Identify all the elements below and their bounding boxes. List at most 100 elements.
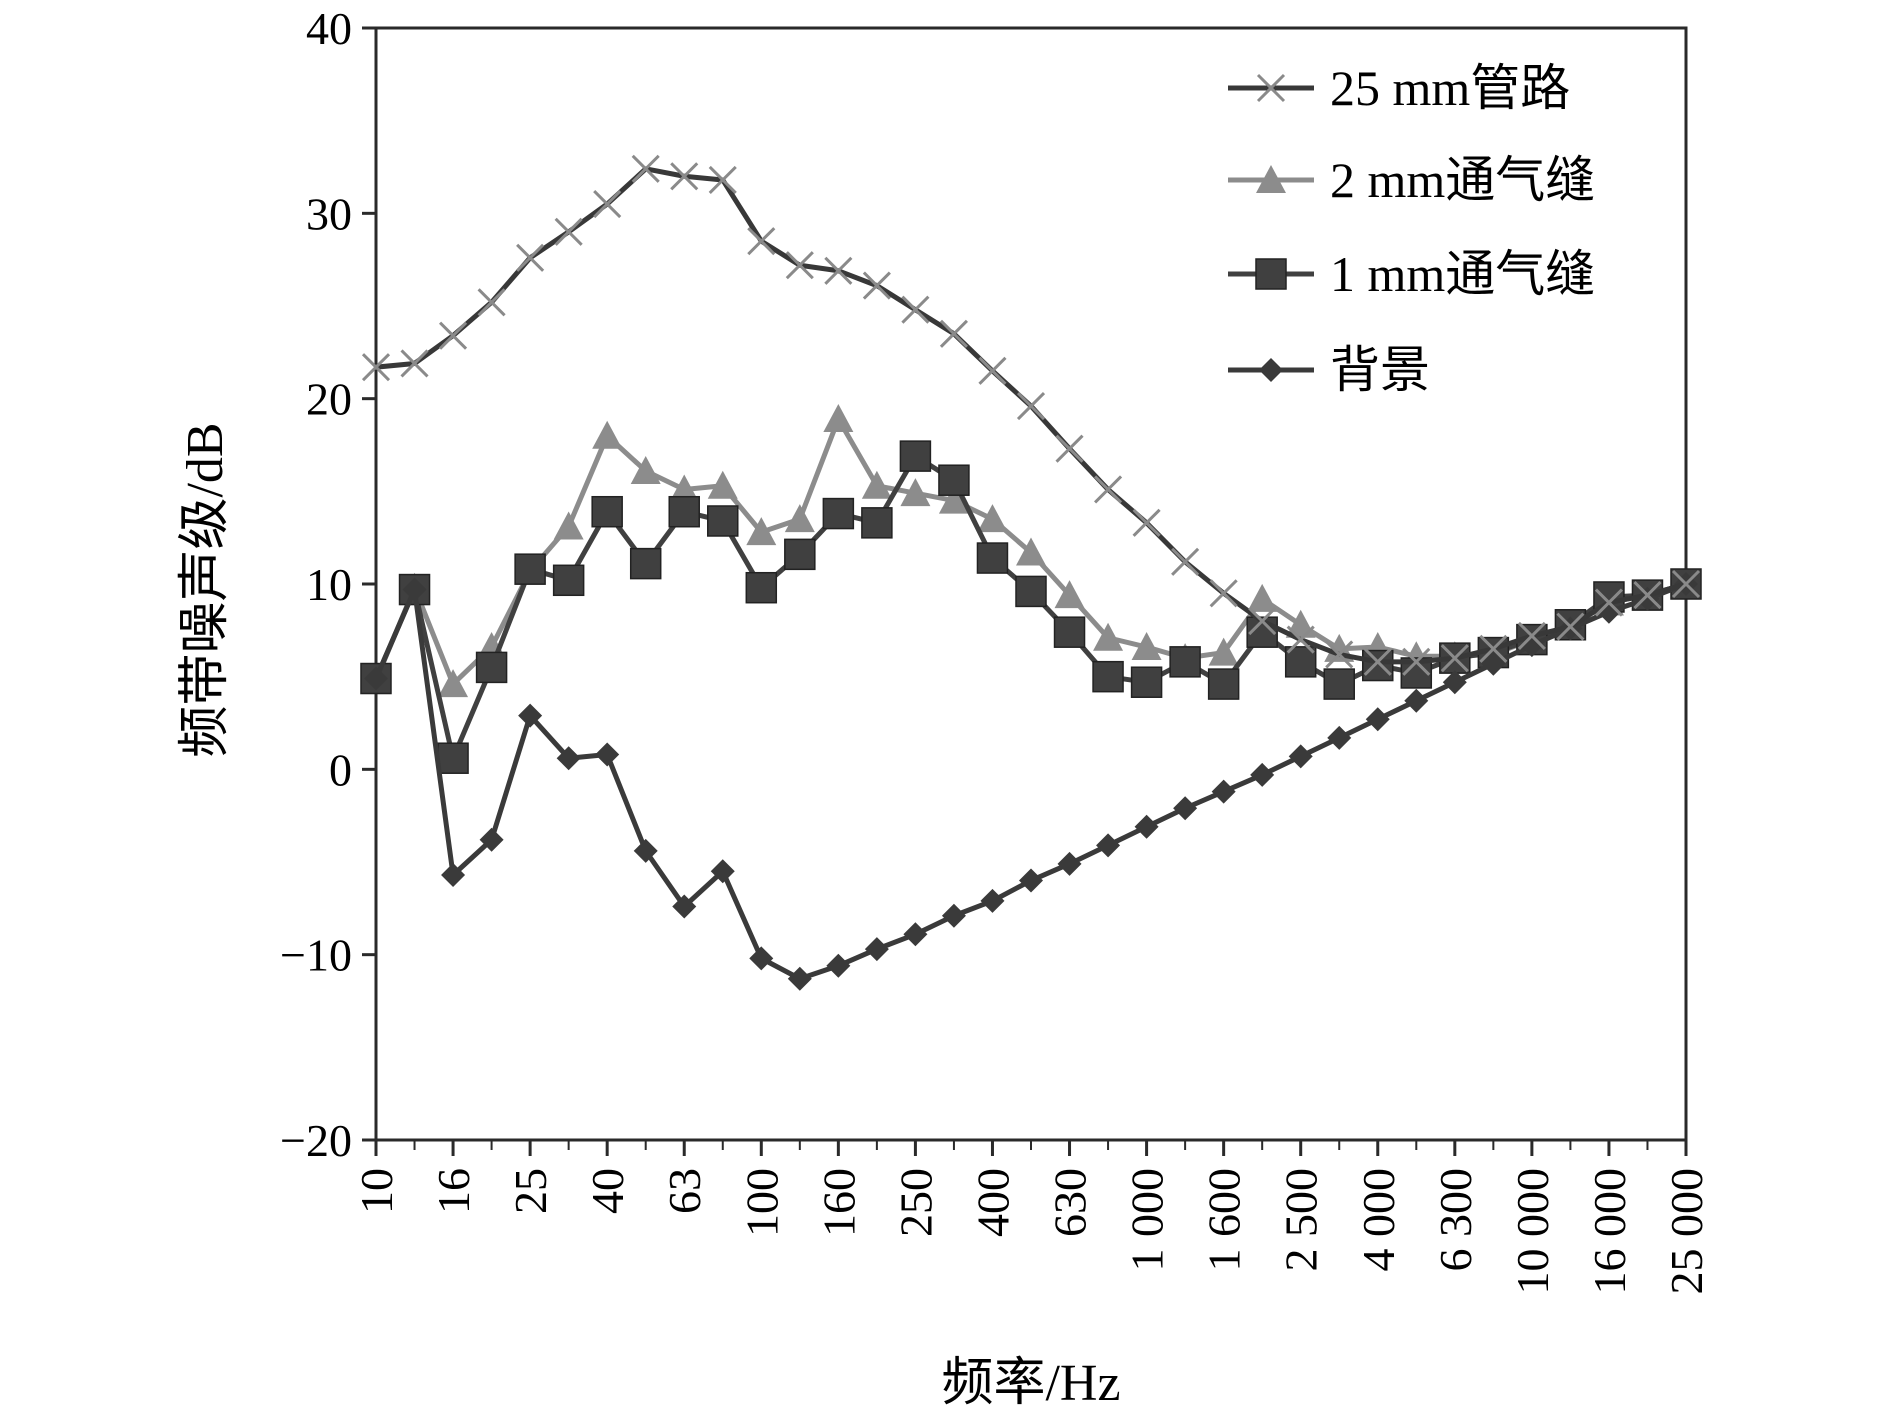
data-point-x (901, 295, 930, 324)
legend-label: 1 mm通气缝 (1330, 246, 1595, 302)
x-tick-label: 25 000 (1661, 1168, 1712, 1295)
data-point-x (1248, 607, 1277, 636)
data-point-square (1092, 660, 1124, 693)
x-axis-title: 频率/Hz (941, 1355, 1120, 1412)
y-tick-label: 40 (306, 3, 352, 54)
data-point-square (591, 495, 623, 528)
y-tick-label: 0 (329, 744, 352, 795)
data-point-x (1256, 73, 1286, 103)
data-point-x (1402, 647, 1431, 676)
data-point-x (824, 256, 853, 285)
y-tick-label: −10 (280, 930, 352, 981)
x-tick-label: 160 (813, 1168, 864, 1237)
data-point-x (477, 288, 506, 317)
data-point-diamond (1259, 358, 1283, 382)
data-point-triangle (1208, 637, 1239, 666)
data-point-diamond (749, 946, 774, 971)
data-point-x (1325, 640, 1354, 669)
x-axis: 10 16 25 40 63 100 160 250 400 630 1 000 1 600 2 500… (351, 1140, 1712, 1295)
data-point-x (1209, 579, 1238, 608)
data-point-diamond (1019, 868, 1043, 893)
data-point-diamond (479, 827, 504, 852)
data-point-square (1207, 668, 1240, 700)
data-point-triangle (1054, 580, 1085, 609)
data-point-diamond (556, 746, 581, 771)
data-point-diamond (864, 937, 889, 962)
legend-item: 2 mm通气缝 (1228, 152, 1595, 208)
y-tick-label: −20 (280, 1115, 352, 1166)
data-point-x (1363, 647, 1392, 676)
data-point-triangle (784, 504, 815, 533)
y-tick-label: 10 (306, 559, 352, 610)
data-point-diamond (710, 859, 735, 884)
legend-item: 25 mm管路 (1228, 60, 1570, 116)
y-tick-label: 30 (306, 188, 352, 239)
data-point-x (1093, 475, 1123, 504)
data-point-square (1169, 646, 1201, 678)
data-point-square (437, 742, 469, 774)
y-axis: −20 −10 0 10 20 30 40 (280, 3, 376, 1166)
data-point-x (747, 227, 776, 256)
data-point-diamond (980, 888, 1005, 913)
data-point-square (514, 553, 546, 585)
data-point-square (1053, 616, 1086, 648)
data-point-x (978, 356, 1007, 385)
data-point-square (668, 495, 700, 528)
x-tick-label: 16 (428, 1168, 479, 1214)
data-point-triangle (977, 504, 1008, 533)
data-point-x (1633, 581, 1662, 610)
data-point-triangle (1256, 165, 1286, 193)
data-point-x (1556, 612, 1585, 641)
data-point-diamond (1057, 851, 1082, 876)
x-tick-label: 40 (582, 1168, 633, 1214)
data-point-x (785, 251, 814, 280)
x-tick-label: 4 000 (1353, 1168, 1404, 1272)
data-point-square (938, 464, 970, 496)
data-point-diamond (1442, 670, 1467, 695)
data-point-x (631, 154, 660, 183)
x-tick-label: 6 300 (1430, 1168, 1481, 1272)
x-tick-label: 250 (890, 1168, 941, 1237)
data-point-diamond (441, 862, 466, 887)
legend-item: 1 mm通气缝 (1228, 246, 1595, 302)
data-point-diamond (826, 953, 851, 978)
series-0 (361, 154, 1701, 676)
data-point-x (1517, 621, 1546, 650)
legend-item: 背景 (1228, 342, 1430, 398)
x-tick-label: 25 (505, 1168, 556, 1214)
data-point-diamond (402, 577, 427, 602)
data-point-triangle (1131, 632, 1162, 661)
data-point-square (1323, 668, 1355, 700)
data-point-diamond (595, 742, 620, 767)
data-point-square (745, 571, 778, 604)
data-point-x (1594, 588, 1624, 617)
data-point-x (1171, 547, 1200, 576)
data-point-triangle (592, 420, 623, 449)
data-point-diamond (1096, 833, 1121, 858)
data-point-diamond (941, 903, 966, 928)
data-point-x (1479, 634, 1508, 663)
data-point-x (862, 271, 891, 300)
data-point-x (438, 321, 468, 350)
data-point-square (707, 505, 739, 537)
data-point-triangle (707, 470, 738, 499)
data-point-triangle (438, 669, 469, 698)
x-tick-label: 630 (1045, 1168, 1096, 1237)
legend-label: 25 mm管路 (1330, 60, 1570, 116)
data-point-x (708, 165, 737, 195)
data-point-diamond (672, 894, 697, 919)
data-point-x (554, 217, 583, 246)
legend-label: 背景 (1330, 342, 1430, 398)
data-point-x (939, 319, 969, 348)
x-tick-label: 2 500 (1276, 1168, 1327, 1272)
data-point-triangle (553, 511, 584, 540)
data-point-x (1132, 508, 1161, 537)
data-point-square (1015, 575, 1047, 608)
data-point-square (976, 542, 1009, 574)
data-point-triangle (1247, 583, 1278, 612)
data-point-x (670, 162, 699, 191)
data-point-diamond (1327, 725, 1352, 750)
data-point-square (475, 651, 508, 684)
series-layer (360, 154, 1702, 991)
